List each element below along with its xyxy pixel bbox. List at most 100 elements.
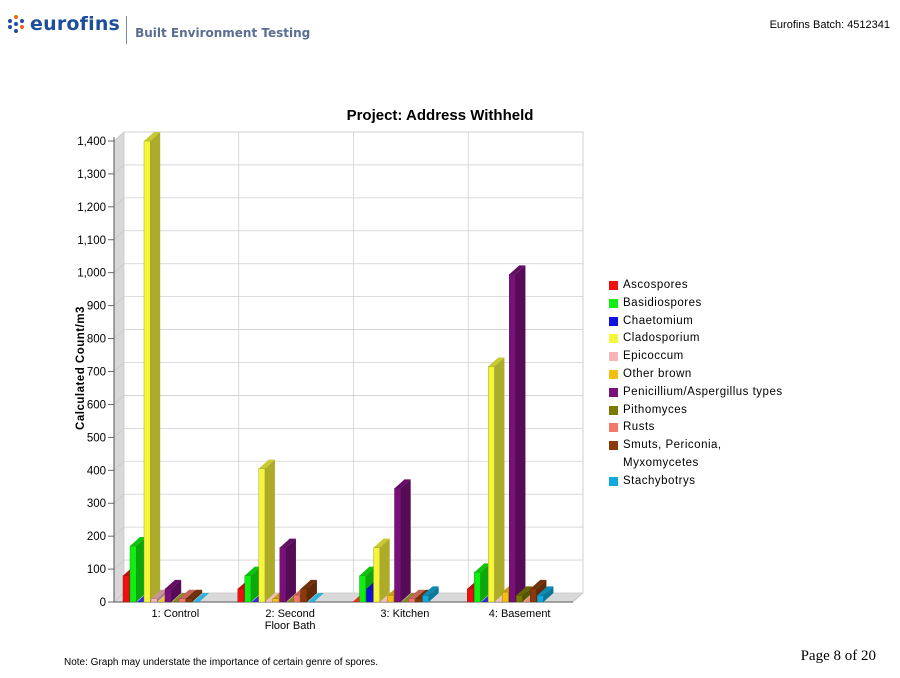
gridline-depth (113, 263, 125, 274)
legend-label: Smuts, Periconia, Myxomycetes (623, 439, 722, 469)
bar-side (192, 589, 203, 602)
y-tick-label: 1,200 (77, 202, 106, 214)
legend-swatch (609, 441, 618, 451)
bar-side (379, 538, 390, 602)
bar-top (509, 265, 526, 275)
bar (474, 563, 491, 603)
y-tick-label: 400 (87, 465, 106, 477)
bar (258, 459, 275, 603)
bar-front (422, 595, 429, 603)
legend-item: Ascospores (609, 277, 793, 295)
legend-item: Other brown (609, 366, 793, 384)
bar-top (151, 589, 168, 599)
bar-front (415, 598, 422, 603)
chart-title: Project: Address Withheld (347, 107, 534, 124)
bar-top (373, 538, 390, 548)
legend-item: Basidiospores (609, 295, 793, 313)
bar-front (373, 547, 380, 603)
bar-front (272, 598, 280, 603)
legend-item: Rusts (609, 419, 793, 437)
y-tick-label: 300 (87, 498, 106, 510)
legend-label: Ascospores (623, 279, 689, 291)
bar-side (157, 589, 168, 602)
bar (185, 589, 203, 603)
y-tick-label: 700 (87, 367, 106, 379)
x-tick-label: 4: Basement (489, 608, 551, 620)
legend-item: Smuts, Periconia, Myxomycetes (609, 437, 793, 473)
bar-side (480, 563, 491, 602)
bar (307, 593, 324, 602)
bar-top (186, 589, 203, 599)
bar (509, 265, 526, 603)
bar-top (279, 538, 296, 548)
bar (164, 579, 182, 603)
bar-top (537, 586, 554, 596)
legend-item: Pithomyces (609, 402, 793, 420)
y-tick-label: 1,000 (77, 268, 106, 280)
bar-top (359, 566, 376, 576)
bar-side (150, 132, 161, 602)
bar-side (306, 579, 317, 602)
logo-subtitle: Built Environment Testing (135, 26, 311, 40)
bar-side (264, 459, 275, 602)
logo-divider (126, 16, 128, 44)
legend-label: Basidiospores (623, 296, 702, 309)
legend-label: Cladosporium (623, 332, 700, 345)
gridline-depth (113, 395, 125, 405)
bar-top (130, 537, 147, 547)
bar-front (279, 547, 287, 603)
bar (516, 586, 533, 603)
x-tick-label: 3: Kitchen (380, 608, 429, 620)
bar (373, 538, 390, 603)
legend-item: Chaetomium (609, 313, 793, 331)
legend-item: Epicoccum (609, 348, 793, 366)
gridline-depth (113, 592, 125, 603)
legend-label: Penicillium/Aspergillus types (623, 385, 783, 398)
gridline-depth (113, 164, 125, 175)
legend-label: Chaetomium (623, 314, 694, 327)
bar (244, 566, 261, 603)
legend-label: Other brown (623, 367, 692, 380)
bar-top (422, 586, 439, 596)
bar-front (122, 575, 130, 603)
bar (143, 132, 161, 603)
gridline-depth (113, 197, 125, 208)
bar-top (474, 563, 491, 573)
legend-item: Penicillium/Aspergillus types (609, 384, 793, 402)
bar-front (537, 595, 544, 603)
bar-top (244, 566, 261, 576)
bar (422, 586, 439, 603)
bar-side (522, 586, 533, 602)
bar-front (150, 598, 158, 603)
x-tick-label: 2: Second (265, 608, 315, 620)
batch-info: Eurofins Batch: 4512341 (767, 19, 890, 31)
legend-swatch (609, 352, 618, 362)
bar-front (300, 588, 308, 603)
bar (279, 538, 296, 603)
legend-swatch (609, 334, 618, 344)
gridline-depth (113, 526, 125, 537)
y-tick-label: 800 (87, 334, 106, 346)
y-tick-label: 0 (100, 597, 106, 609)
gridline-depth (113, 559, 125, 570)
logo-text: eurofins (30, 13, 121, 35)
legend-swatch (609, 316, 618, 326)
bar-top (516, 586, 533, 596)
bar-side (494, 357, 505, 602)
legend-label: Stachybotrys (623, 474, 696, 487)
bar (394, 479, 411, 603)
bar-front (474, 572, 481, 603)
bar-top (530, 579, 547, 589)
bar-top (193, 593, 210, 602)
bar-side (428, 586, 439, 602)
bar-top (258, 459, 275, 469)
bar-front (408, 598, 415, 603)
bar-top (179, 589, 196, 599)
bar-side (543, 586, 554, 602)
legend-label: Rusts (623, 421, 655, 434)
legend-swatch (609, 387, 618, 397)
bar-side (400, 479, 411, 602)
gridline-depth (113, 362, 125, 372)
gridline-depth (113, 460, 125, 471)
